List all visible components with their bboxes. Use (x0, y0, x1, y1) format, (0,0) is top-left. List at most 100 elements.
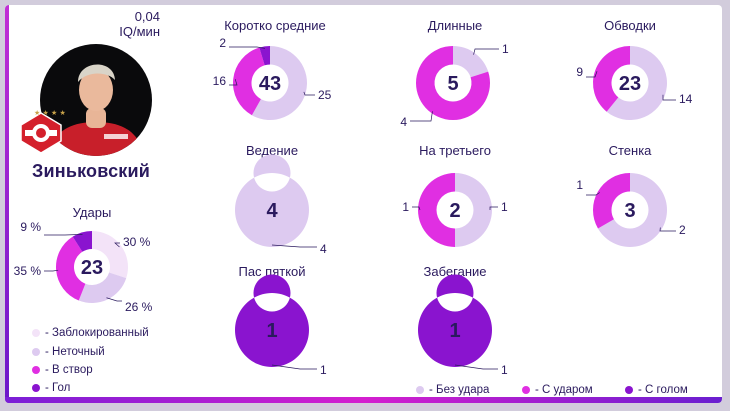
donut-third-man: 2 1 1 (402, 173, 508, 247)
total-third-man: 2 (449, 200, 460, 222)
slice-label-third-man-0: 1 (501, 200, 508, 214)
leader-line-long-0 (473, 48, 499, 55)
leader-line-shots-0 (114, 242, 120, 248)
slice-label-dribbles-0: 14 (679, 92, 693, 106)
legend-item-inaccurate: - Неточный (32, 346, 105, 358)
legend-label: - Неточный (45, 346, 105, 358)
slice-label-overlap-0: 1 (501, 363, 508, 377)
legend-label: - В створ (45, 364, 93, 376)
donut-long: 5 1 4 (400, 42, 509, 129)
donut-heel-pass: 11 (234, 274, 327, 377)
leader-line-shots-2 (44, 269, 59, 272)
rating-stars-icon: ★ ★ ★ ★ (34, 109, 66, 116)
leader-line-wall-1 (586, 192, 600, 196)
total-carry: 4 (266, 200, 278, 222)
club-crest-icon (20, 112, 62, 154)
donut-dribbles: 23 14 9 (576, 46, 693, 121)
accent-stripe (5, 5, 9, 403)
chart-title-heel-pass: Пас пяткой (238, 264, 306, 279)
leader-line-heel-pass-0 (271, 364, 317, 370)
slice-label-dribbles-1: 9 (576, 65, 583, 79)
slice-shots-0 (92, 231, 128, 279)
slice-dribbles-1 (593, 46, 630, 112)
chart-title-third-man: На третьего (419, 143, 491, 158)
player-name: Зиньковский (32, 161, 151, 181)
legend-item-on-target: - В створ (32, 364, 93, 376)
bottom-accent-bar (5, 397, 722, 403)
legend-label: - Гол (45, 382, 71, 394)
slice-wall-0 (597, 173, 667, 247)
donut-wall: 3 2 1 (576, 173, 686, 247)
chart-title-long: Длинные (427, 18, 483, 33)
legend-swatch (32, 365, 40, 374)
infographic-card: ★ ★ ★ ★ 0,04 IQ/мин Зиньковский Удары Ко… (5, 5, 722, 403)
slice-third-man-1 (418, 173, 455, 247)
legend-item-no-shot: - Без удара (416, 384, 489, 396)
slice-label-heel-pass-0: 1 (320, 363, 327, 377)
slice-label-wall-0: 2 (679, 223, 686, 237)
slice-label-short-medium-2: 2 (219, 36, 226, 50)
slice-label-long-0: 1 (502, 42, 509, 56)
leader-line-wall-0 (659, 227, 676, 232)
leader-line-carry-0 (271, 244, 317, 248)
legend-swatch (32, 328, 40, 337)
iq-value: 0,04 (134, 9, 160, 24)
chart-title-wall: Стенка (608, 143, 652, 158)
legend-swatch (32, 383, 40, 392)
legend-swatch (625, 385, 633, 394)
slice-heel-pass-0 (234, 274, 309, 367)
chart-title-carry: Ведение (245, 143, 299, 158)
leader-line-shots-1 (106, 297, 122, 302)
chart-title-dribbles: Обводки (604, 18, 656, 33)
legend-label: - Без удара (429, 384, 490, 396)
total-shots: 23 (81, 257, 103, 279)
player-photo (40, 44, 152, 156)
chart-title-short-medium: Коротко средние (224, 18, 326, 33)
leader-line-third-man-0 (489, 206, 498, 210)
iq-unit: IQ/мин (119, 24, 160, 39)
slice-label-short-medium-1: 16 (213, 74, 227, 88)
slice-label-shots-3: 9 % (20, 220, 41, 234)
leader-line-dribbles-1 (586, 71, 598, 78)
donut-overlap: 11 (417, 274, 508, 377)
slice-third-man-0 (455, 173, 492, 247)
slice-short-medium-2 (259, 46, 270, 66)
legend-swatch (32, 347, 40, 356)
slice-short-medium-0 (251, 46, 308, 121)
slice-shots-1 (78, 272, 127, 303)
slice-overlap-0 (417, 274, 492, 367)
legend-item-with-goal: - С голом (625, 384, 688, 396)
donut-shots: 23 30 % 26 % 35 % 9 % (14, 220, 153, 314)
donut-short-medium: 43 25 16 2 (213, 36, 332, 121)
legend-item-blocked: - Заблокированный (32, 327, 149, 339)
leader-line-short-medium-2 (229, 46, 265, 49)
chart-title-shots: Удары (72, 205, 112, 220)
total-heel-pass: 1 (266, 320, 277, 342)
slice-wall-1 (592, 173, 630, 229)
slice-label-shots-2: 35 % (14, 264, 42, 278)
donut-carry: 44 (234, 154, 327, 256)
total-overlap: 1 (449, 320, 460, 342)
legend-swatch (416, 385, 424, 394)
total-dribbles: 23 (619, 73, 641, 95)
legend-label: - Заблокированный (45, 327, 149, 339)
leader-line-third-man-1 (412, 206, 421, 211)
leader-line-dribbles-0 (662, 94, 676, 101)
slice-label-shots-0: 30 % (123, 235, 151, 249)
legend-item-with-shot: - С ударом (522, 384, 593, 396)
slice-label-carry-0: 4 (320, 242, 327, 256)
slice-label-wall-1: 1 (576, 178, 583, 192)
leader-line-long-1 (410, 111, 433, 122)
total-wall: 3 (624, 200, 635, 222)
slice-label-long-1: 4 (400, 115, 407, 129)
svg-text:★ ★ ★ ★: ★ ★ ★ ★ (34, 109, 66, 116)
leader-line-short-medium-0 (303, 91, 315, 96)
chart-title-overlap: Забегание (423, 264, 487, 279)
leader-line-shots-3 (44, 234, 83, 236)
slice-long-0 (453, 46, 489, 78)
slice-shots-2 (55, 236, 86, 301)
total-short-medium: 43 (259, 73, 281, 95)
slice-shots-3 (72, 231, 92, 252)
total-long: 5 (447, 73, 458, 95)
slice-dribbles-0 (606, 46, 667, 121)
